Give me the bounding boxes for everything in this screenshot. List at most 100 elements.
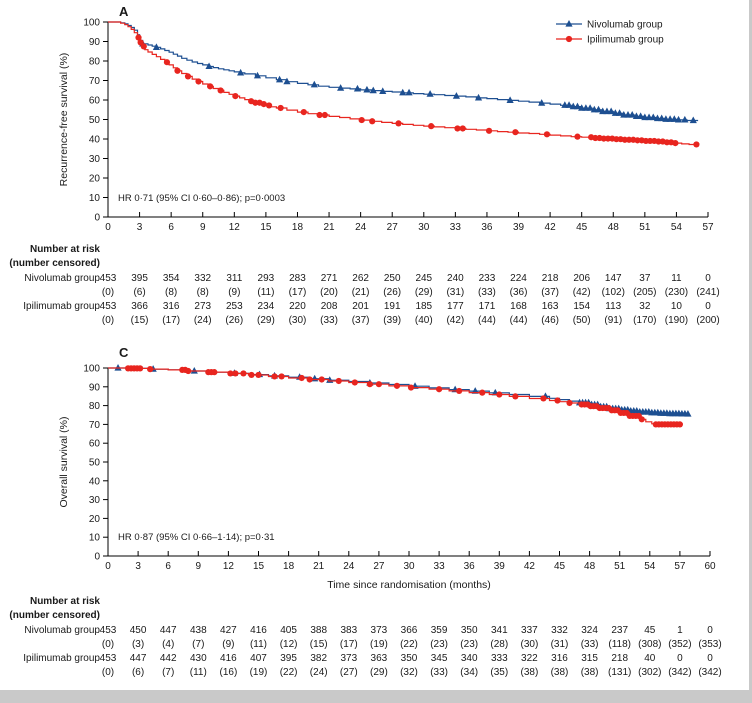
censor-mark-nivolumab bbox=[684, 410, 692, 417]
legend-label-nivolumab: Nivolumab group bbox=[587, 20, 663, 31]
at-risk-n: 447 bbox=[130, 653, 147, 664]
at-risk-n: 11 bbox=[671, 273, 682, 284]
at-risk-n: 147 bbox=[605, 273, 622, 284]
y-axis-title: Recurrence-free survival (%) bbox=[58, 53, 70, 187]
x-tick-label: 0 bbox=[105, 561, 111, 572]
at-risk-n: 233 bbox=[479, 273, 496, 284]
at-risk-censored: (9) bbox=[222, 639, 234, 650]
at-risk-n: 354 bbox=[163, 273, 180, 284]
at-risk-censored: (29) bbox=[415, 287, 433, 298]
at-risk-n: 237 bbox=[611, 625, 628, 636]
at-risk-censored: (23) bbox=[460, 639, 478, 650]
y-tick-label: 40 bbox=[89, 135, 101, 146]
x-tick-label: 54 bbox=[644, 561, 656, 572]
at-risk-n: 224 bbox=[510, 273, 527, 284]
at-risk-censored: (102) bbox=[602, 287, 625, 298]
y-tick-label: 90 bbox=[89, 382, 101, 393]
censor-mark-ipilimumab bbox=[278, 373, 285, 380]
censor-mark-ipilimumab bbox=[174, 67, 181, 74]
censor-mark-ipilimumab bbox=[240, 370, 247, 377]
at-risk-n: 208 bbox=[321, 301, 338, 312]
at-risk-n: 427 bbox=[220, 625, 237, 636]
y-tick-label: 70 bbox=[89, 76, 101, 87]
at-risk-n: 240 bbox=[447, 273, 464, 284]
x-tick-label: 33 bbox=[434, 561, 446, 572]
censor-mark-nivolumab bbox=[637, 112, 645, 119]
y-tick-label: 0 bbox=[94, 213, 100, 224]
at-risk-censored: (33) bbox=[320, 315, 338, 326]
censor-mark-ipilimumab bbox=[260, 100, 267, 108]
censor-mark-nivolumab bbox=[275, 75, 284, 83]
censor-mark-ipilimumab bbox=[436, 386, 443, 393]
x-tick-label: 42 bbox=[524, 561, 536, 572]
at-risk-n: 450 bbox=[130, 625, 147, 636]
panel-letter-A: A bbox=[119, 4, 129, 19]
censor-mark-nivolumab bbox=[506, 96, 514, 103]
at-risk-censored: (17) bbox=[340, 639, 358, 650]
x-tick-label: 18 bbox=[283, 561, 295, 572]
censor-mark-ipilimumab bbox=[232, 370, 239, 377]
at-risk-n: 32 bbox=[639, 301, 651, 312]
censor-mark-nivolumab bbox=[363, 85, 371, 93]
at-risk-table-C: Number at risk (number censored) Nivolumab… bbox=[9, 596, 721, 678]
censor-mark-nivolumab bbox=[594, 105, 603, 113]
legend: Nivolumab group Ipilimumab group bbox=[556, 20, 664, 46]
y-tick-label: 40 bbox=[89, 476, 101, 487]
at-risk-censored: (302) bbox=[638, 667, 661, 678]
at-risk-n: 45 bbox=[644, 625, 656, 636]
at-risk-censored: (22) bbox=[280, 667, 298, 678]
at-risk-n: 316 bbox=[551, 653, 568, 664]
at-risk-n: 416 bbox=[220, 653, 237, 664]
at-risk-censored: (24) bbox=[310, 667, 328, 678]
y-tick-label: 90 bbox=[89, 37, 101, 48]
censor-mark-ipilimumab bbox=[351, 379, 358, 386]
at-risk-n: 245 bbox=[415, 273, 432, 284]
at-risk-censored: (34) bbox=[460, 667, 478, 678]
at-risk-n: 273 bbox=[194, 301, 211, 312]
at-risk-n: 395 bbox=[131, 273, 148, 284]
censor-mark-ipilimumab bbox=[395, 120, 402, 127]
censor-mark-ipilimumab bbox=[248, 371, 255, 379]
at-risk-censored: (28) bbox=[490, 639, 508, 650]
censor-mark-ipilimumab bbox=[512, 129, 519, 136]
at-risk-censored: (22) bbox=[400, 639, 418, 650]
at-risk-n: 322 bbox=[521, 653, 538, 664]
x-tick-label: 36 bbox=[481, 222, 493, 233]
censor-mark-ipilimumab bbox=[318, 376, 325, 383]
at-risk-censored: (11) bbox=[257, 287, 274, 298]
curve-ipilimumab bbox=[108, 367, 680, 425]
at-risk-censored: (39) bbox=[383, 315, 401, 326]
hr-annotation: HR 0·71 (95% CI 0·60–0·86); p=0·0003 bbox=[118, 193, 285, 204]
hr-annotation: HR 0·87 (95% CI 0·66–1·14); p=0·31 bbox=[118, 532, 275, 543]
x-tick-label: 15 bbox=[253, 561, 265, 572]
at-risk-n: 271 bbox=[321, 273, 338, 284]
at-risk-censored: (12) bbox=[280, 639, 298, 650]
censor-mark-nivolumab bbox=[615, 109, 624, 116]
x-tick-label: 57 bbox=[674, 561, 686, 572]
x-tick-label: 18 bbox=[292, 222, 304, 233]
censor-mark-ipilimumab bbox=[135, 34, 142, 41]
censor-mark-ipilimumab bbox=[207, 83, 214, 90]
at-risk-n: 253 bbox=[226, 301, 243, 312]
at-risk-censored: (27) bbox=[340, 667, 358, 678]
at-risk-n: 407 bbox=[250, 653, 267, 664]
at-risk-n: 315 bbox=[581, 653, 598, 664]
at-risk-n: 177 bbox=[447, 301, 464, 312]
censor-mark-ipilimumab bbox=[375, 381, 382, 388]
at-risk-n: 168 bbox=[510, 301, 527, 312]
at-risk-censored: (6) bbox=[133, 287, 145, 298]
censor-mark-ipilimumab bbox=[485, 127, 493, 134]
censor-mark-nivolumab bbox=[399, 88, 407, 96]
censor-mark-nivolumab bbox=[538, 99, 546, 106]
at-risk-n: 350 bbox=[401, 653, 418, 664]
at-risk-censored: (131) bbox=[608, 667, 631, 678]
at-risk-censored: (24) bbox=[194, 315, 212, 326]
at-risk-censored: (205) bbox=[633, 287, 656, 298]
at-risk-censored: (118) bbox=[608, 639, 631, 650]
at-risk-censored: (230) bbox=[665, 287, 688, 298]
x-tick-label: 39 bbox=[513, 222, 525, 233]
at-risk-censored: (3) bbox=[132, 639, 144, 650]
at-risk-censored: (20) bbox=[320, 287, 338, 298]
at-risk-censored: (29) bbox=[257, 315, 275, 326]
